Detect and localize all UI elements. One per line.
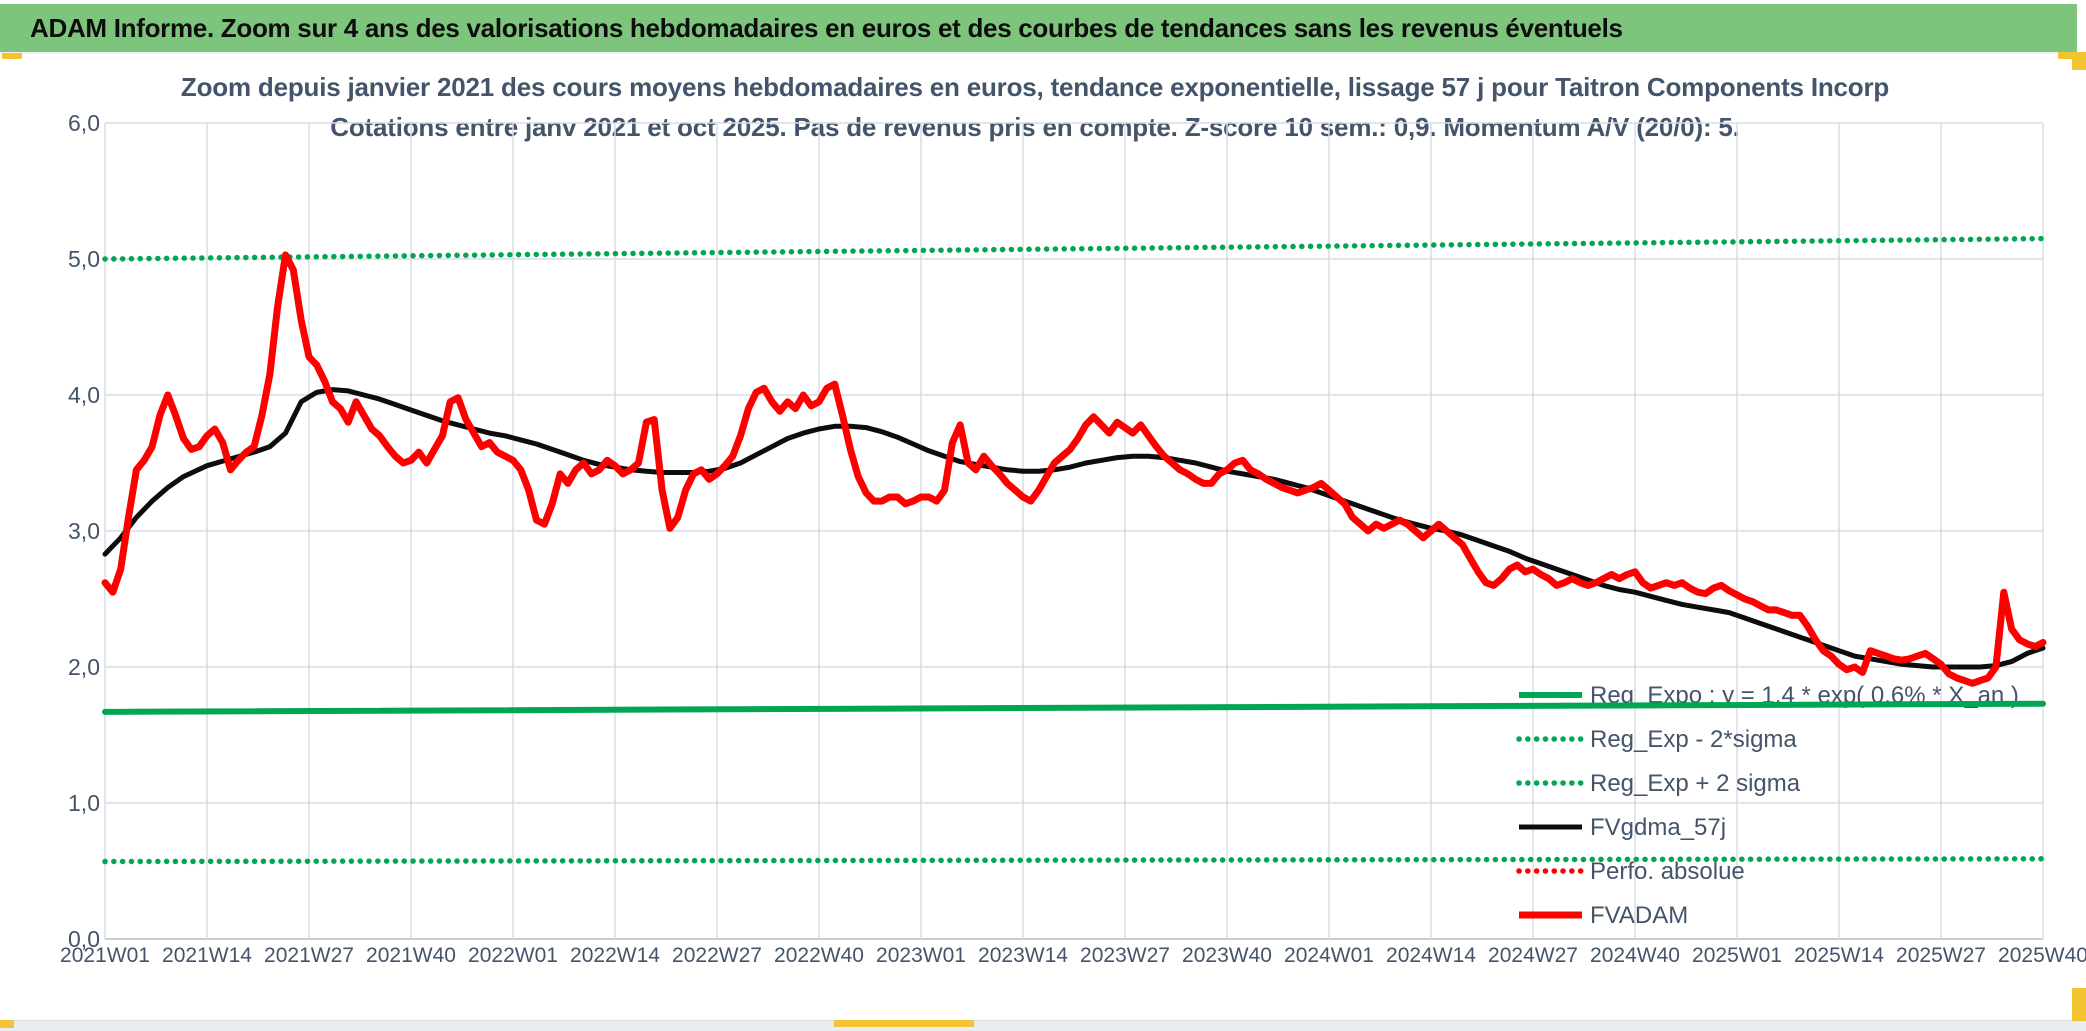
y-axis-tick-label: 3,0: [68, 518, 100, 544]
legend-label[interactable]: Perfo. absolue: [1590, 858, 1745, 885]
y-axis-tick-label: 6,0: [68, 110, 100, 136]
legend-label[interactable]: Reg_Exp + 2 sigma: [1590, 770, 1801, 797]
x-axis-tick-label: 2025W27: [1896, 944, 1986, 967]
series-line-reg-expo-y-1-4-exp-0-6-x-an-[interactable]: [102, 700, 2046, 715]
x-axis-tick-label: 2021W14: [162, 944, 252, 967]
x-axis-tick-label: 2025W40: [1998, 944, 2086, 967]
report-header-title: ADAM Informe. Zoom sur 4 ans des valoris…: [30, 12, 1623, 43]
legend-label[interactable]: FVADAM: [1590, 902, 1688, 929]
chart-title-line2: Cotations entre janv 2021 et oct 2025. P…: [330, 112, 1740, 142]
y-axis-tick-label: 4,0: [68, 382, 100, 408]
report-header-bar: ADAM Informe. Zoom sur 4 ans des valoris…: [0, 4, 2077, 52]
x-axis-tick-label: 2024W40: [1590, 944, 1680, 967]
x-axis-tick-label: 2025W14: [1794, 944, 1884, 967]
chart-title-line1: Zoom depuis janvier 2021 des cours moyen…: [180, 72, 1890, 102]
horizontal-scrollbar[interactable]: [0, 1020, 2086, 1031]
x-axis-tick-label: 2021W27: [264, 944, 354, 967]
x-axis-tick-label: 2023W27: [1080, 944, 1170, 967]
x-axis-tick-label: 2022W40: [774, 944, 864, 967]
x-axis-tick-label: 2024W27: [1488, 944, 1578, 967]
scrollbar-thumb[interactable]: [834, 1020, 974, 1027]
x-axis-tick-label: 2023W40: [1182, 944, 1272, 967]
y-axis-tick-label: 1,0: [68, 790, 100, 816]
x-axis-tick-label: 2021W01: [60, 944, 150, 967]
legend-label[interactable]: Reg_Exp - 2*sigma: [1590, 726, 1797, 753]
yellow-accent-bottom-left: [0, 1020, 14, 1028]
series-line-reg-exp-2-sigma[interactable]: [102, 856, 2046, 865]
x-axis-tick-label: 2023W14: [978, 944, 1068, 967]
y-axis-tick-label: 0,0: [68, 926, 100, 952]
series-line-fvadam[interactable]: [101, 251, 2047, 687]
x-axis-tick-label: 2023W01: [876, 944, 966, 967]
x-axis-tick-label: 2021W40: [366, 944, 456, 967]
x-axis-tick-label: 2022W27: [672, 944, 762, 967]
x-axis-tick-label: 2024W14: [1386, 944, 1476, 967]
series-line-reg-exp-2-sigma[interactable]: [102, 235, 2046, 262]
legend-label[interactable]: FVgdma_57j: [1590, 814, 1726, 841]
y-axis-tick-label: 5,0: [68, 246, 100, 272]
x-axis-tick-label: 2025W01: [1692, 944, 1782, 967]
yellow-accent-left: [2, 53, 22, 59]
series-line-fvgdma-57j[interactable]: [102, 387, 2046, 670]
y-axis-tick-label: 2,0: [68, 654, 100, 680]
yellow-accent-bottom-right: [2072, 988, 2086, 1021]
header-separator: [0, 52, 2086, 54]
x-axis-tick-label: 2022W14: [570, 944, 660, 967]
x-axis-tick-label: 2022W01: [468, 944, 558, 967]
x-axis-tick-label: 2024W01: [1284, 944, 1374, 967]
yellow-accent-top-right-stub: [2072, 52, 2086, 70]
